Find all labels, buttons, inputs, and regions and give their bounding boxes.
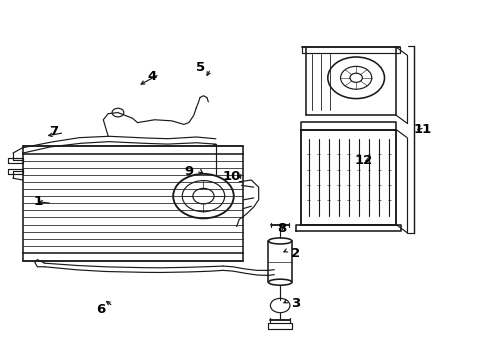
Text: 7: 7 xyxy=(49,125,59,138)
Text: 10: 10 xyxy=(223,170,242,183)
Text: 1: 1 xyxy=(34,195,43,208)
Text: 5: 5 xyxy=(196,60,205,73)
Text: 2: 2 xyxy=(292,247,300,260)
Text: 8: 8 xyxy=(277,222,286,235)
Text: 3: 3 xyxy=(292,297,301,310)
Text: 6: 6 xyxy=(96,303,105,316)
Text: 9: 9 xyxy=(184,165,193,177)
Text: 11: 11 xyxy=(414,123,432,136)
Text: 12: 12 xyxy=(355,154,373,167)
Text: 4: 4 xyxy=(147,69,156,82)
